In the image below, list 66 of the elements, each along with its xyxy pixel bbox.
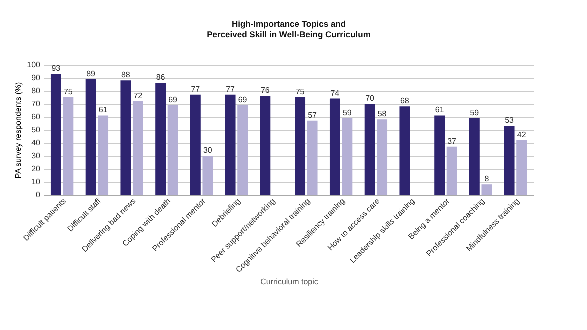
bar — [400, 106, 410, 195]
bar — [434, 116, 446, 195]
y-tick-label: 30 — [32, 152, 42, 160]
data-label: 93 — [52, 64, 62, 74]
data-label: 88 — [121, 70, 131, 80]
data-label: 58 — [378, 110, 388, 119]
data-label: 77 — [226, 84, 236, 94]
y-tick-label: 40 — [32, 138, 42, 148]
data-label: 69 — [168, 95, 178, 104]
data-label: 75 — [296, 88, 306, 96]
bar — [63, 98, 74, 195]
bar — [50, 74, 62, 195]
bar — [238, 105, 248, 195]
data-label: 42 — [517, 130, 527, 140]
data-label: 74 — [330, 88, 340, 98]
data-label: 69 — [238, 95, 248, 104]
y-tick-label: 80 — [32, 86, 42, 96]
bar — [156, 83, 166, 195]
data-label: 70 — [366, 94, 376, 103]
data-label: 59 — [342, 108, 352, 118]
data-label: 30 — [203, 146, 213, 155]
y-tick-label: 90 — [32, 74, 42, 82]
bar — [330, 98, 340, 195]
bar — [295, 98, 306, 195]
bar — [225, 94, 236, 195]
bar — [98, 116, 109, 195]
data-label: 76 — [260, 86, 270, 96]
bar — [120, 80, 132, 195]
bar — [260, 96, 271, 195]
data-label: 89 — [86, 69, 96, 78]
data-label: 86 — [156, 73, 166, 82]
bar — [482, 184, 492, 195]
bar — [504, 126, 515, 195]
data-label: 68 — [400, 96, 410, 106]
data-label: 61 — [98, 106, 108, 115]
data-label: 57 — [308, 110, 318, 120]
chart-title: High-Importance Topics and Perceived Skill in Well-Being Curriculum — [207, 19, 372, 40]
y-tick-label: 50 — [32, 126, 42, 134]
bar — [377, 120, 388, 195]
bar — [168, 105, 178, 195]
x-axis-title: Curriculum topic — [260, 278, 318, 287]
data-label: 37 — [448, 136, 458, 146]
bar — [132, 101, 144, 195]
data-label: 53 — [505, 116, 515, 126]
bar — [516, 140, 528, 195]
y-tick-label: 100 — [27, 60, 42, 70]
data-label: 77 — [191, 84, 201, 94]
y-tick-label: 0 — [36, 190, 42, 200]
bar — [307, 120, 318, 195]
data-label: 8 — [484, 174, 490, 184]
bar — [86, 79, 96, 195]
data-label: 75 — [64, 88, 74, 96]
bar — [469, 118, 480, 195]
data-label: 72 — [134, 91, 144, 100]
bar — [202, 156, 214, 195]
y-axis-title: PA survey respondents (%) — [14, 82, 24, 179]
y-tick-label: 70 — [32, 100, 42, 108]
bar — [342, 118, 353, 195]
y-tick-label: 10 — [32, 178, 42, 186]
y-tick-label: 20 — [32, 164, 42, 174]
bar — [446, 146, 458, 195]
bar — [190, 94, 201, 195]
data-label: 59 — [470, 108, 480, 118]
y-tick-label: 60 — [32, 112, 42, 122]
data-label: 61 — [435, 106, 445, 115]
bar — [364, 104, 376, 195]
